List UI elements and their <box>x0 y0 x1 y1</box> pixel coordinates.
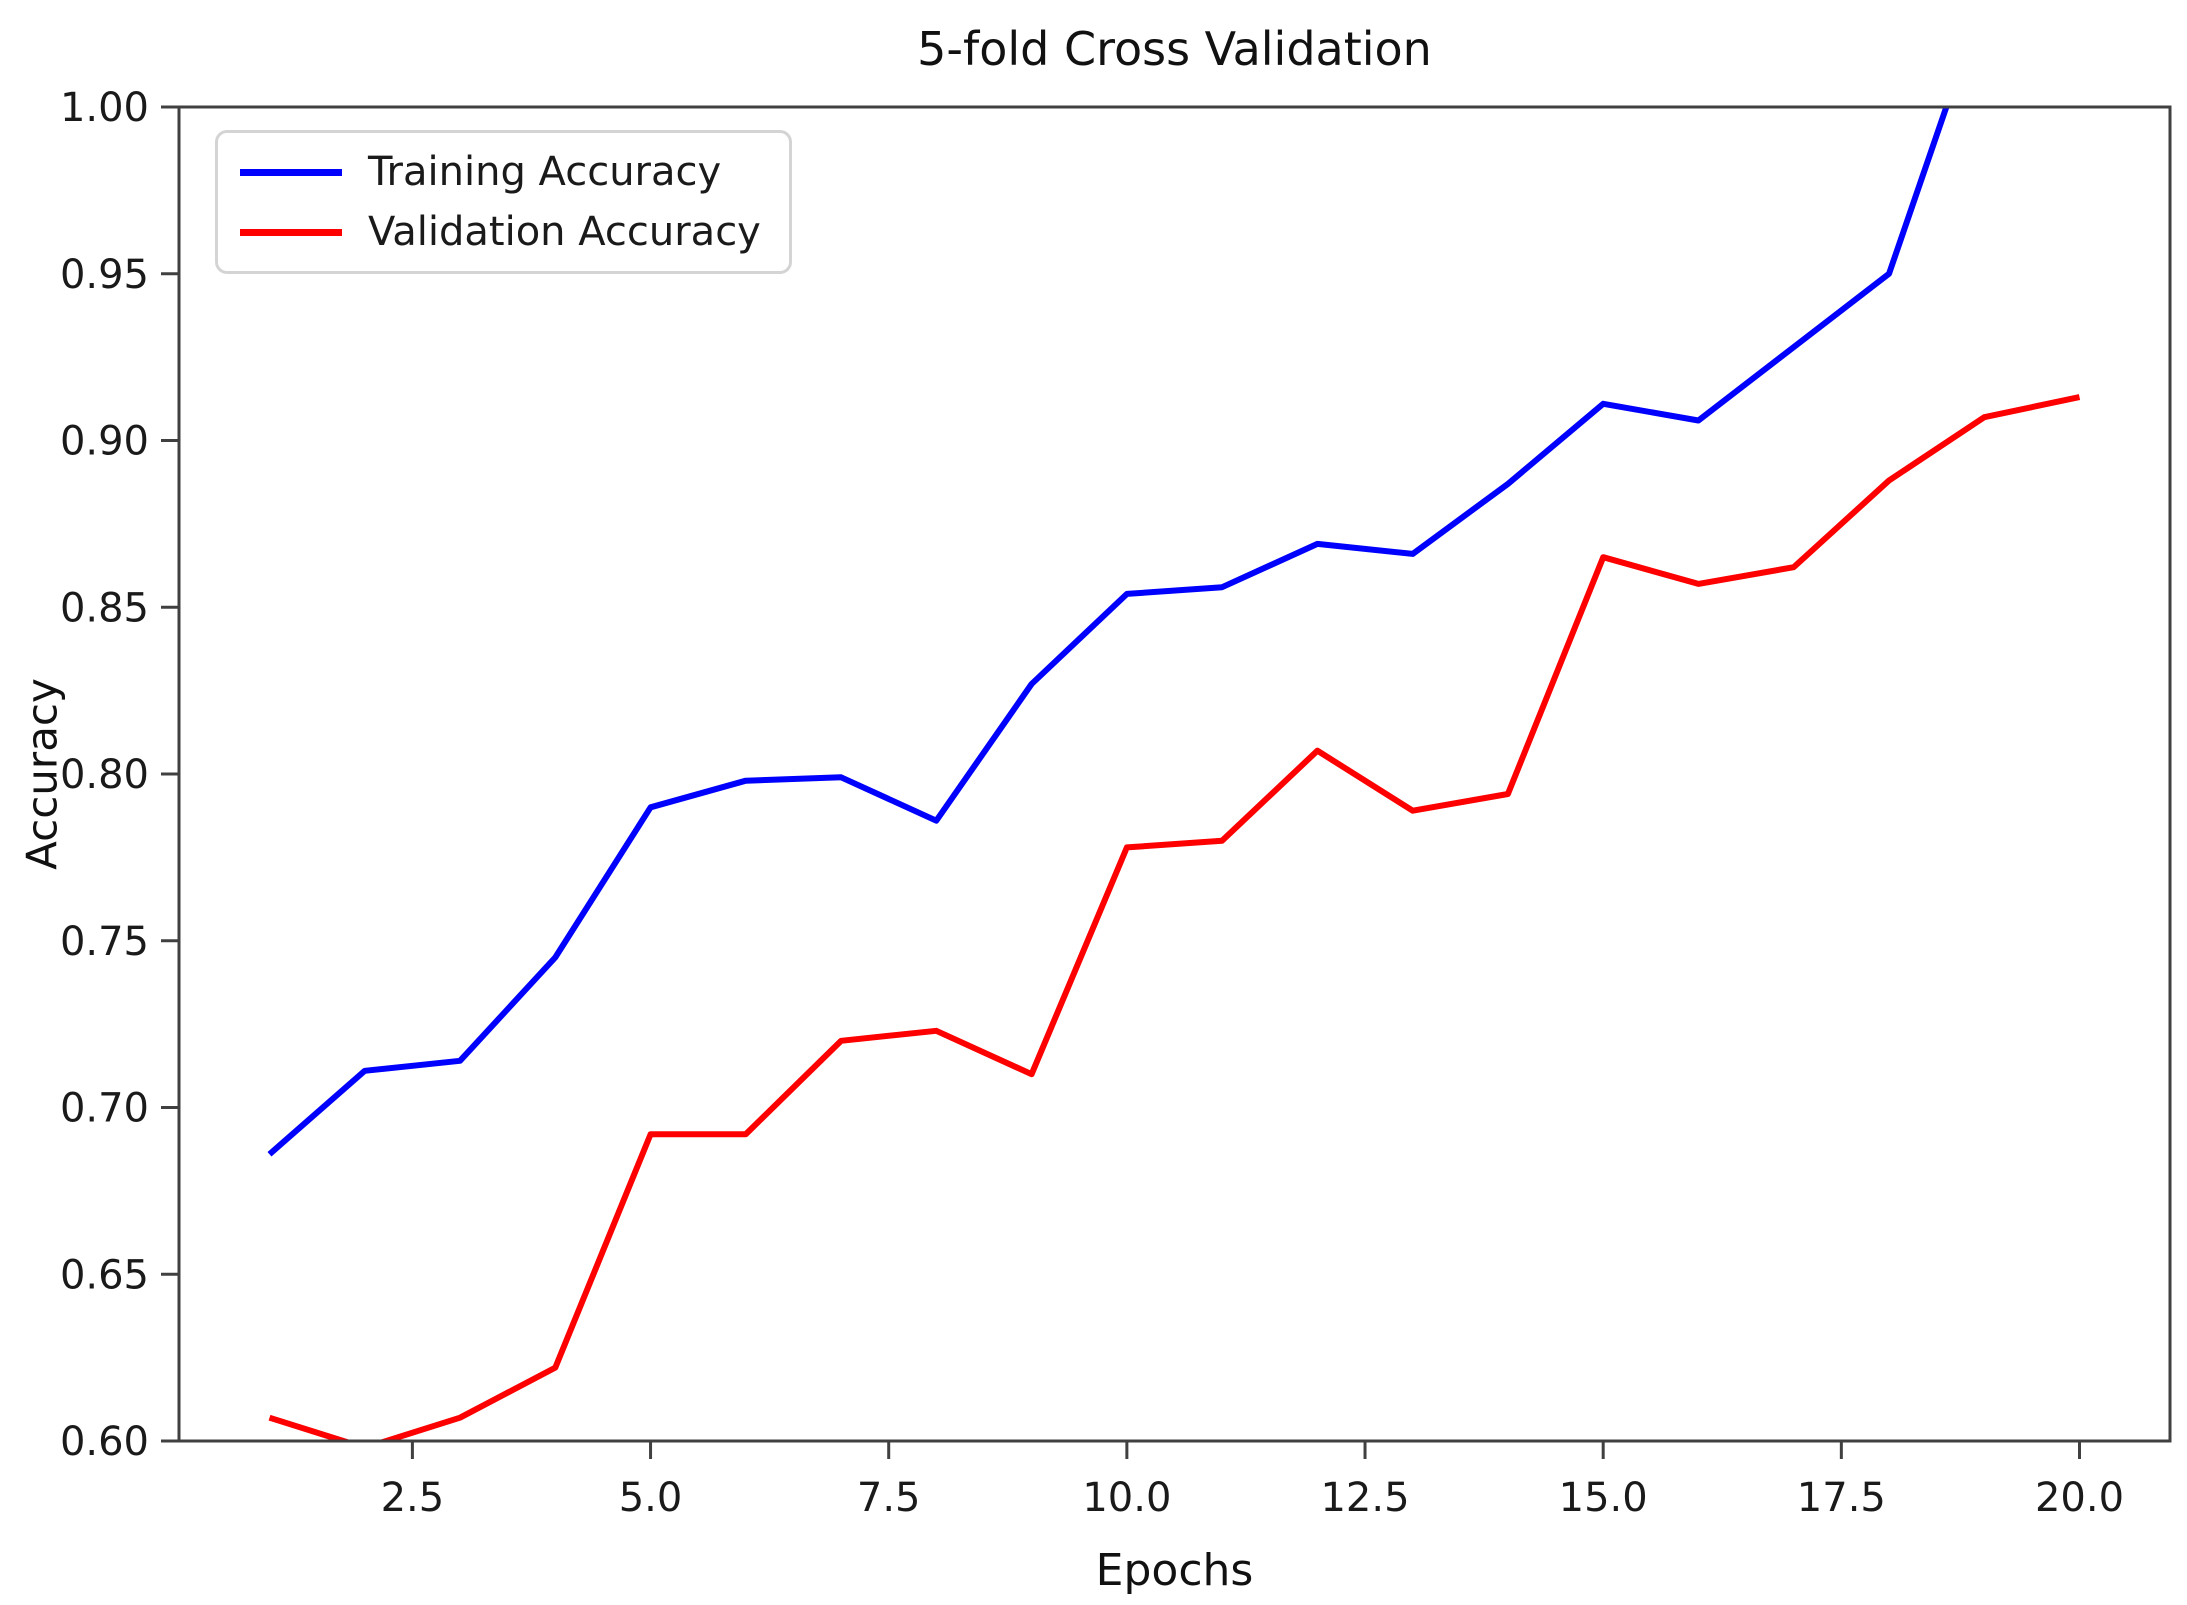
chart-title: 5-fold Cross Validation <box>917 22 1432 76</box>
training-accuracy-line <box>267 107 1950 1157</box>
legend-label-training: Training Accuracy <box>368 149 722 195</box>
y-tick-label: 0.95 <box>60 252 149 298</box>
x-axis-label: Epochs <box>1095 1545 1254 1596</box>
legend-item-validation-accuracy: Validation Accuracy <box>240 209 761 255</box>
x-tick-label: 10.0 <box>1082 1475 1171 1521</box>
y-tick-label: 0.85 <box>60 585 149 631</box>
y-tick-label: 0.60 <box>60 1419 149 1465</box>
x-tick-label: 12.5 <box>1320 1475 1409 1521</box>
x-tick-label: 7.5 <box>857 1475 921 1521</box>
training-line-swatch <box>240 168 342 176</box>
validation-accuracy-line <box>268 394 2081 1441</box>
y-tick-label: 1.00 <box>60 85 149 131</box>
legend-label-validation: Validation Accuracy <box>368 209 761 255</box>
legend: Training Accuracy Validation Accuracy <box>215 130 792 274</box>
y-tick-label: 0.80 <box>60 752 149 798</box>
x-tick-label: 15.0 <box>1559 1475 1648 1521</box>
axes-spines <box>177 105 2172 1443</box>
x-tick-label: 17.5 <box>1797 1475 1886 1521</box>
x-tick-label: 5.0 <box>619 1475 683 1521</box>
y-tick-label: 0.65 <box>60 1252 149 1298</box>
y-tick-label: 0.70 <box>60 1086 149 1132</box>
y-tick-label: 0.90 <box>60 419 149 465</box>
y-tick-label: 0.75 <box>60 919 149 965</box>
y-axis-label: Accuracy <box>17 678 67 870</box>
legend-item-training-accuracy: Training Accuracy <box>240 149 761 195</box>
x-tick-label: 2.5 <box>381 1475 445 1521</box>
x-tick-label: 20.0 <box>2035 1475 2124 1521</box>
validation-line-swatch <box>240 228 342 236</box>
